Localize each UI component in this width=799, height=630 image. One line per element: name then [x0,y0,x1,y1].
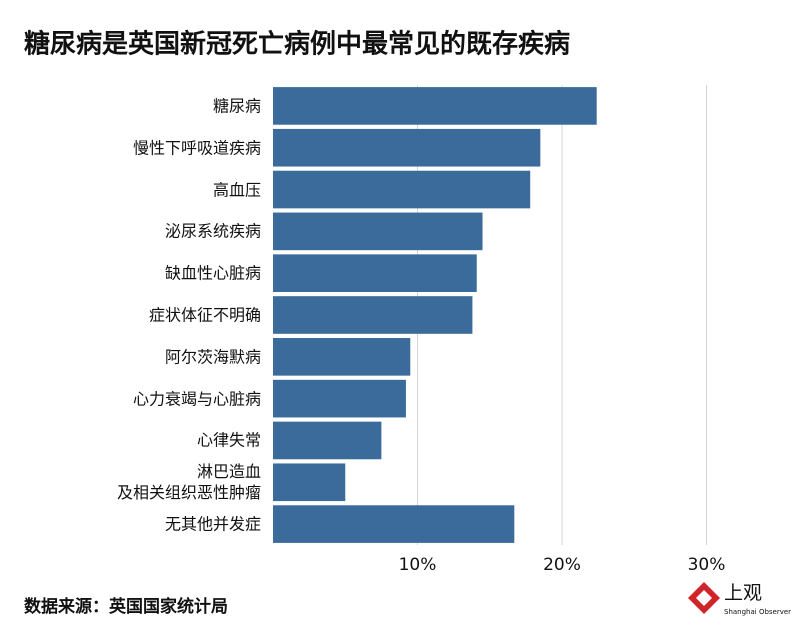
y-tick-label: 症状体征不明确 [148,305,261,325]
y-tick-label: 慢性下呼吸道疾病 [132,138,261,158]
bar [273,254,477,292]
x-tick-label: 20% [543,555,581,575]
y-tick-label: 泌尿系统疾病 [164,221,261,241]
source: 数据来源：英国国家统计局 [24,596,228,617]
y-tick-label: 心力衰竭与心脏病 [132,389,261,409]
y-tick-label: 阿尔茨海默病 [164,347,261,367]
logo: 上观 Shanghai Observer [688,582,791,616]
y-tick-label: 无其他并发症 [164,514,261,534]
bar [273,463,346,502]
y-tick-label: 缺血性心脏病 [164,263,261,283]
bar [273,505,515,543]
bar [273,296,473,334]
logo-icon-inner [696,590,712,606]
x-tick-label: 10% [399,555,437,575]
bar [273,128,541,167]
bar [273,379,406,418]
y-tick-label: 糖尿病 [212,96,261,116]
chart-title: 糖尿病是英国新冠死亡病例中最常见的既存疾病 [24,29,570,60]
logo-name: 上观 [724,582,762,604]
bar [273,421,382,460]
bar [273,338,411,376]
bar [273,212,483,251]
y-tick-label: 心律失常 [196,430,261,450]
bar [273,170,531,209]
y-tick-label: 高血压 [212,180,261,200]
bar [273,87,597,125]
y-tick-label: 淋巴造血 及相关组织恶性肿瘤 [116,462,261,503]
logo-subtitle: Shanghai Observer [724,608,791,616]
x-tick-label: 30% [688,555,726,575]
